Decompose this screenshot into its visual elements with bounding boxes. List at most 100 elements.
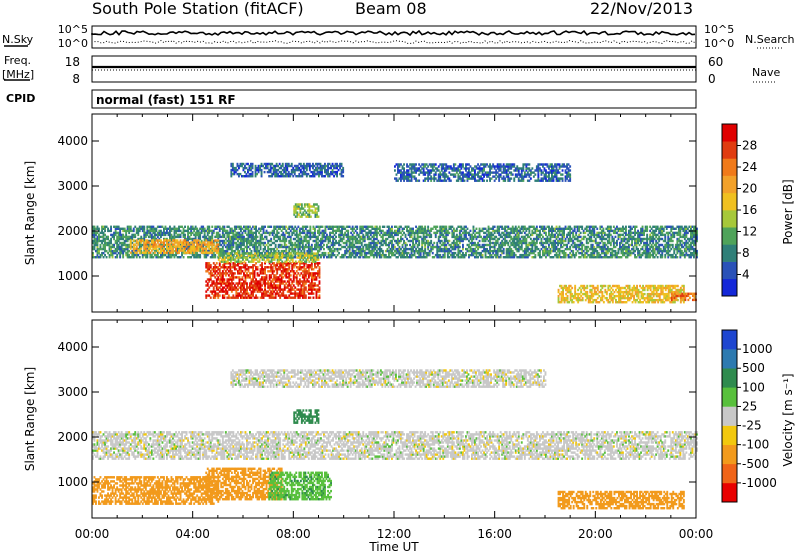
power-echo-cell xyxy=(226,247,229,251)
power-echo-cell xyxy=(563,235,565,239)
power-echo-cell xyxy=(230,231,233,235)
power-echo-cell xyxy=(233,241,236,245)
power-echo-cell xyxy=(495,239,498,243)
power-echo-cell xyxy=(93,247,96,251)
power-echo-cell xyxy=(635,241,638,245)
power-echo-cell xyxy=(418,247,421,251)
power-echo-cell xyxy=(570,256,573,259)
power-echo-cell xyxy=(99,243,102,247)
power-echo-cell xyxy=(131,253,134,257)
power-echo-cell xyxy=(105,225,108,228)
power-echo-cell xyxy=(380,247,383,251)
power-echo-cell xyxy=(365,253,368,257)
power-echo-cell xyxy=(310,249,313,253)
power-echo-cell xyxy=(258,241,260,245)
power-echo-cell xyxy=(211,233,214,237)
power-echo-cell xyxy=(163,233,165,237)
power-echo-cell xyxy=(398,245,401,249)
power-echo-cell xyxy=(114,241,117,245)
power-echo-cell xyxy=(514,245,517,249)
power-echo-cell xyxy=(576,227,579,230)
power-echo-cell xyxy=(416,235,419,239)
power-echo-cell xyxy=(323,231,325,235)
power-echo-cell xyxy=(160,243,162,247)
power-echo-cell xyxy=(543,237,546,241)
power-echo-cell xyxy=(591,245,594,249)
power-echo-cell xyxy=(483,243,485,247)
power-echo-cell xyxy=(584,247,587,251)
power-echo-cell xyxy=(134,239,137,243)
power-echo-cell xyxy=(247,245,250,249)
power-echo-cell xyxy=(460,225,463,228)
power-echo-cell xyxy=(108,245,111,249)
power-echo-cell xyxy=(369,243,372,247)
power-echo-cells xyxy=(92,162,698,304)
power-echo-cell xyxy=(253,235,256,239)
power-echo-cell xyxy=(282,251,285,255)
power-echo-cell xyxy=(517,249,520,253)
power-echo-cell xyxy=(92,225,94,228)
power-echo-cell xyxy=(339,231,342,235)
power-echo-cell xyxy=(439,249,442,253)
power-echo-cell xyxy=(166,227,168,230)
power-echo-cell xyxy=(137,243,140,246)
power-echo-cell xyxy=(167,253,170,257)
power-echo-cell xyxy=(516,243,519,247)
power-echo-cell xyxy=(540,256,543,259)
power-echo-cell xyxy=(419,256,422,259)
power-echo-cell xyxy=(458,225,461,228)
power-echo-cell xyxy=(563,243,565,247)
power-echo-cell xyxy=(232,237,235,241)
power-echo-cell xyxy=(282,237,285,241)
power-echo-cell xyxy=(569,235,572,239)
power-echo-cell xyxy=(394,249,396,253)
power-echo-cell xyxy=(637,253,639,257)
power-echo-cell xyxy=(237,233,239,237)
power-echo-cell xyxy=(389,256,392,259)
power-echo-cell xyxy=(178,256,180,259)
power-echo-cell xyxy=(320,253,322,257)
power-echo-cell xyxy=(208,294,211,297)
power-echo-cell xyxy=(170,256,173,259)
power-echo-cell xyxy=(336,249,339,253)
power-echo-cell xyxy=(342,241,345,245)
power-echo-cell xyxy=(584,235,587,239)
power-echo-cell xyxy=(567,241,570,245)
power-echo-cell xyxy=(332,243,334,247)
power-echo-cell xyxy=(153,231,156,235)
power-echo-cell xyxy=(199,235,202,239)
power-echo-cell xyxy=(163,243,165,246)
power-echo-cell xyxy=(558,231,561,235)
power-echo-cell xyxy=(369,229,372,233)
power-echo-cell xyxy=(460,239,463,243)
power-echo-cell xyxy=(588,235,591,239)
power-echo-cell xyxy=(458,231,461,235)
power-echo-cell xyxy=(347,231,350,235)
power-echo-cell xyxy=(397,227,399,230)
power-echo-cell xyxy=(576,237,579,241)
power-echo-cell xyxy=(421,237,424,241)
power-echo-cell xyxy=(469,233,472,237)
power-echo-cell xyxy=(634,241,636,245)
power-echo-cell xyxy=(93,241,96,245)
power-echo-cell xyxy=(315,256,318,259)
power-echo-cell xyxy=(348,245,351,249)
power-echo-cell xyxy=(625,241,627,245)
power-echo-cell xyxy=(481,239,484,243)
power-echo-cell xyxy=(179,235,182,239)
power-echo-cell xyxy=(449,225,452,228)
power-echo-cell xyxy=(155,229,158,233)
power-echo-cell xyxy=(95,233,97,237)
power-echo-cell xyxy=(572,241,575,245)
power-echo-cell xyxy=(277,237,280,241)
power-echo-cell xyxy=(593,239,596,243)
power-echo-cell xyxy=(326,243,328,247)
power-echo-cell xyxy=(567,253,570,257)
power-echo-cell xyxy=(178,225,180,228)
power-echo-cell xyxy=(223,243,226,247)
power-echo-cell xyxy=(241,253,244,257)
power-echo-cell xyxy=(339,247,342,251)
power-echo-cell xyxy=(445,233,448,237)
power-echo-cell xyxy=(255,235,257,239)
power-echo-cell xyxy=(149,239,152,243)
